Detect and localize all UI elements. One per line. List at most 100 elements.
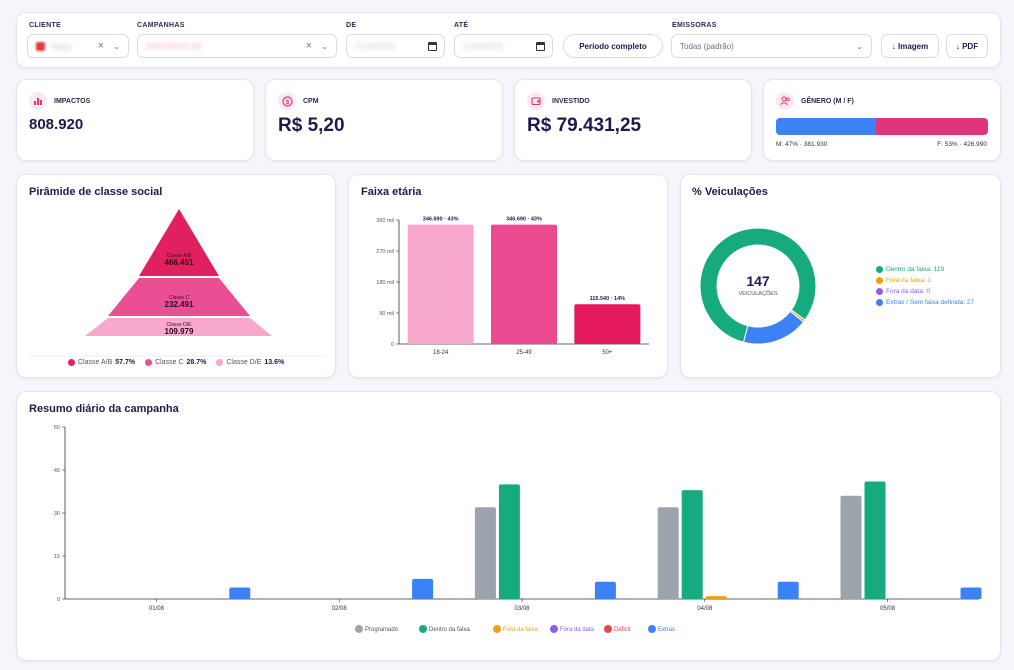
- age-bar[interactable]: [491, 224, 557, 344]
- svg-text:$: $: [285, 99, 289, 106]
- cliente-label: CLIENTE: [29, 22, 62, 29]
- pyramid-level-de[interactable]: [85, 318, 272, 336]
- legend-label: Fora da faixa: [503, 627, 539, 633]
- investido-label: INVESTIDO: [552, 98, 590, 105]
- donut-slice[interactable]: [699, 227, 817, 343]
- bar-chart-icon: [29, 92, 47, 110]
- legend-label: Programado: [365, 627, 399, 633]
- clear-icon[interactable]: ×: [97, 40, 104, 52]
- calendar-icon[interactable]: [428, 42, 437, 51]
- de-date-input[interactable]: 01/08/2026: [346, 34, 445, 58]
- age-bar[interactable]: [574, 304, 641, 344]
- daily-title: Resumo diário da campanha: [29, 403, 179, 415]
- export-pdf-button[interactable]: ↓ PDF: [946, 34, 988, 58]
- kpi-investido-card: INVESTIDO R$ 79.431,25: [514, 79, 752, 161]
- daily-bar-dentro-da-faixa[interactable]: [681, 490, 703, 599]
- gender-bar-male: [776, 118, 876, 135]
- dollar-circle-icon: $: [278, 92, 296, 110]
- chevron-down-icon[interactable]: ⌄: [856, 41, 863, 51]
- veiculacoes-donut-chart: [699, 227, 817, 345]
- daily-bar-extras[interactable]: [960, 587, 982, 599]
- clear-icon[interactable]: ×: [305, 40, 312, 52]
- daily-bar-programado[interactable]: [840, 495, 862, 599]
- daily-bar-extras[interactable]: [412, 578, 434, 599]
- legend-dot-icon: [876, 277, 883, 284]
- ate-value: 31/08/2026: [463, 41, 504, 51]
- daily-bar-fora-da-faixa[interactable]: [705, 596, 727, 599]
- x-tick-label: 02/08: [332, 606, 348, 612]
- daily-bar-programado[interactable]: [657, 507, 679, 599]
- cliente-value: Wapp: [51, 41, 72, 51]
- y-tick-label: 360 mil: [376, 218, 394, 224]
- legend-pct: 28.7%: [186, 359, 207, 366]
- legend-dot-icon: [876, 299, 883, 306]
- legend-label: Classe A/B: [78, 359, 113, 366]
- veiculacoes-card: % Veiculações 147 VEICULAÇÕES Dentro da …: [680, 174, 1001, 378]
- y-tick-label: 180 mil: [376, 280, 394, 286]
- chevron-down-icon[interactable]: ⌄: [113, 41, 120, 51]
- cpm-label: CPM: [303, 98, 319, 105]
- daily-bar-dentro-da-faixa[interactable]: [864, 481, 886, 599]
- genero-label: GÊNERO (M / F): [801, 98, 854, 105]
- age-bar-data-label: 346.690 · 43%: [423, 217, 459, 223]
- calendar-icon[interactable]: [536, 42, 545, 51]
- legend-label: Classe C: [155, 359, 184, 366]
- daily-card: Resumo diário da campanha 0 15 30 45 60 01/08…: [16, 391, 1001, 661]
- y-tick-label: 60: [54, 425, 60, 431]
- legend-label: Classe D/E: [226, 359, 262, 366]
- pyramid-level-ab[interactable]: [139, 209, 219, 276]
- export-image-button[interactable]: ↓ Imagem: [881, 34, 939, 58]
- daily-bar-extras[interactable]: [229, 587, 251, 599]
- kpi-genero-card: GÊNERO (M / F) M: 47% · 381.930 F: 53% ·…: [763, 79, 1001, 161]
- age-bar[interactable]: [407, 224, 474, 344]
- legend-label: Fora da data: [560, 627, 595, 633]
- de-label: DE: [346, 22, 357, 29]
- legend-pct: 57.7%: [115, 359, 136, 366]
- age-title: Faixa etária: [361, 186, 422, 198]
- pyramid-legend: Classe A/B 57.7% Classe C 28.7% Classe D…: [68, 359, 284, 366]
- age-bar-chart: 0 90 mil 180 mil 270 mil 360 mil 346.690 · 43…: [376, 217, 649, 356]
- legend-label: Extras: [658, 627, 675, 633]
- legend-label: Dentro da faixa: [429, 627, 470, 633]
- ate-label: ATÉ: [454, 22, 469, 29]
- emissoras-select[interactable]: Todas (padrão) ⌄: [671, 34, 872, 58]
- legend-dot-icon: [68, 359, 75, 366]
- veiculacoes-title: % Veiculações: [692, 186, 768, 198]
- age-bar-data-label: 115.540 · 14%: [590, 296, 626, 302]
- gender-bar: [776, 118, 988, 135]
- daily-bar-chart: 0 15 30 45 60 01/08 02/08 03/08 04/08 05/08 Progra…: [54, 425, 982, 633]
- y-tick-label: 90 mil: [379, 311, 394, 317]
- y-tick-label: 0: [391, 342, 394, 348]
- cpm-value: R$ 5,20: [278, 115, 345, 136]
- daily-bar-programado[interactable]: [474, 507, 496, 599]
- daily-bar-dentro-da-faixa[interactable]: [498, 484, 520, 599]
- periodo-completo-button[interactable]: Período completo: [563, 34, 663, 58]
- legend-dot-icon: [145, 359, 153, 366]
- emissoras-value: Todas (padrão): [680, 41, 734, 51]
- pyramid-level-c[interactable]: [108, 278, 250, 316]
- y-tick-label: 15: [54, 554, 60, 560]
- legend-dot-icon: [550, 625, 558, 633]
- kpi-impactos-card: IMPACTOS 808.920: [16, 79, 254, 161]
- daily-bar-extras[interactable]: [594, 581, 616, 599]
- campanhas-select[interactable]: XXXXXXXX XX × ⌄: [137, 34, 337, 58]
- veic-legend-item: Dentro da faixa: 119: [876, 266, 944, 273]
- pyramid-level-de-name: Classe D/E: [166, 322, 192, 328]
- legend-dot-icon: [876, 266, 883, 273]
- y-tick-label: 0: [57, 597, 60, 603]
- legend-label: Fora da data: 0: [886, 288, 931, 295]
- legend-dot-icon: [419, 625, 427, 633]
- age-card: Faixa etária 0 90 mil 180 mil 270 mil 360 mi…: [348, 174, 668, 378]
- chevron-down-icon[interactable]: ⌄: [321, 41, 328, 51]
- client-logo-icon: [36, 41, 45, 51]
- pyramid-chart: Classe A/B 466.451 Classe C 232.491 Clas…: [29, 209, 325, 357]
- legend-label: Extras / Sem faixa definida: 27: [886, 299, 975, 306]
- ate-date-input[interactable]: 31/08/2026: [454, 34, 553, 58]
- pyramid-level-ab-value: 466.451: [165, 258, 194, 267]
- donut-total-label: VEICULAÇÕES: [738, 291, 778, 297]
- cliente-select[interactable]: Wapp × ⌄: [27, 34, 129, 58]
- daily-bar-extras[interactable]: [777, 581, 799, 599]
- donut-slice[interactable]: [742, 310, 805, 345]
- emissoras-label: EMISSORAS: [672, 22, 717, 29]
- legend-dot-icon: [876, 288, 883, 295]
